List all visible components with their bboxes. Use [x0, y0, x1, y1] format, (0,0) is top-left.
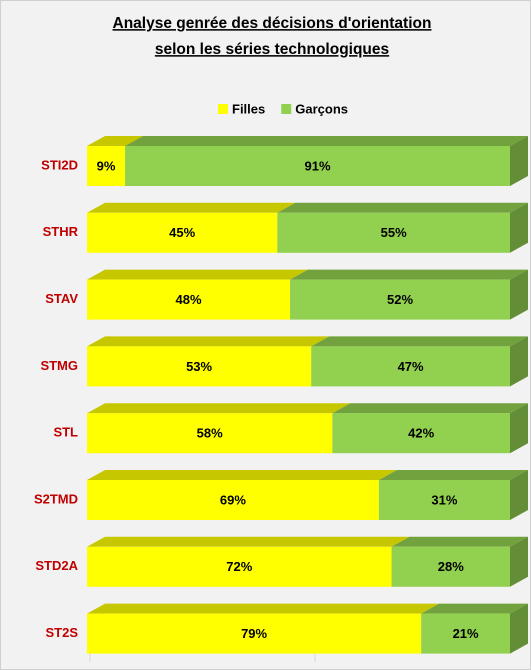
data-label: 72% — [226, 559, 252, 574]
bar — [87, 546, 392, 587]
bar — [290, 279, 510, 320]
data-label: 52% — [387, 292, 413, 307]
bar-top — [277, 202, 528, 213]
bar-top — [87, 470, 397, 480]
data-label: 42% — [408, 426, 434, 441]
bar-top — [311, 336, 528, 347]
legend-label: Garçons — [295, 101, 348, 116]
bar-side — [510, 269, 528, 320]
bar — [125, 146, 510, 186]
bar-top — [391, 536, 528, 547]
legend-swatch — [218, 104, 228, 114]
bar — [87, 346, 312, 387]
bar-side — [510, 470, 528, 520]
bar-top — [87, 269, 309, 280]
legend-label: Filles — [232, 101, 265, 116]
chart-title: selon les séries technologiques — [155, 41, 389, 58]
y-tick-label: STI2D — [41, 157, 78, 172]
bar — [87, 212, 278, 253]
data-label: 69% — [220, 492, 246, 507]
bar-top — [87, 202, 296, 213]
bar-top — [87, 403, 351, 414]
data-label: 21% — [453, 626, 479, 641]
bar-side — [510, 403, 528, 454]
y-tick-label: STAV — [45, 291, 78, 306]
bar — [277, 212, 510, 253]
bar — [87, 613, 422, 654]
y-tick-label: S2TMD — [34, 491, 78, 506]
bar-top — [378, 470, 528, 480]
bar — [87, 279, 291, 320]
bar — [87, 413, 333, 454]
data-label: 9% — [97, 158, 116, 173]
bar-top — [87, 603, 440, 614]
data-label: 79% — [241, 626, 267, 641]
y-tick-label: STHR — [43, 224, 79, 239]
bar — [332, 413, 510, 454]
bar-top — [125, 136, 528, 146]
bar — [311, 346, 510, 387]
bar-top — [87, 536, 410, 547]
data-label: 47% — [398, 359, 424, 374]
bar — [87, 480, 379, 520]
data-label: 28% — [438, 559, 464, 574]
data-label: 91% — [305, 158, 331, 173]
bar — [421, 613, 510, 654]
bar-side — [510, 336, 528, 387]
bar-side — [510, 603, 528, 654]
data-label: 45% — [169, 225, 195, 240]
bar-side — [510, 136, 528, 186]
y-tick-label: STMG — [40, 358, 78, 373]
data-label: 58% — [197, 426, 223, 441]
bar — [87, 146, 126, 186]
bar-top — [87, 336, 330, 347]
bar-side — [510, 536, 528, 587]
legend-swatch — [281, 104, 292, 114]
bar — [391, 546, 510, 587]
y-tick-label: STL — [53, 425, 78, 440]
data-label: 53% — [186, 359, 212, 374]
data-label: 48% — [176, 292, 202, 307]
bar-side — [510, 202, 528, 253]
bar-top — [421, 603, 528, 614]
data-label: 31% — [431, 492, 457, 507]
bar-top — [332, 403, 528, 414]
bar-top — [290, 269, 528, 280]
y-tick-label: ST2S — [45, 625, 78, 640]
y-tick-label: STD2A — [35, 558, 78, 573]
bar-top — [87, 136, 144, 146]
bar — [378, 480, 510, 520]
data-label: 55% — [381, 225, 407, 240]
chart-title: Analyse genrée des décisions d'orientati… — [113, 15, 432, 32]
